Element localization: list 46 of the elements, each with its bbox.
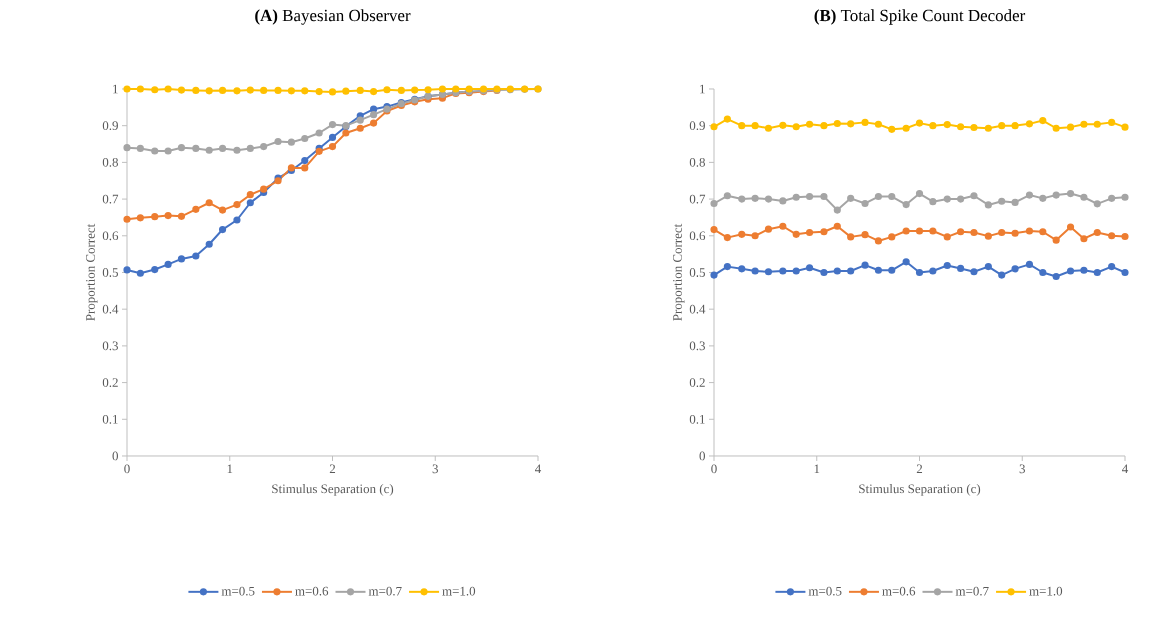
y-tick-label: 0.7 [689,194,706,204]
x-tick-label: 0 [124,464,130,474]
y-tick-label: 0.9 [102,121,118,131]
x-tick-label: 3 [1019,464,1025,474]
x-tick-label: 1 [814,464,820,474]
legend-label: m=1.0 [1029,586,1063,596]
y-tick-label: 0.3 [689,341,705,351]
chart-title: (B) Total Spike Count Decoder [814,9,1026,25]
x-tick-label: 2 [916,464,923,474]
y-tick-label: 0 [699,451,705,461]
y-tick-label: 0.8 [102,157,118,167]
legend-label: m=0.5 [221,586,255,596]
y-tick-label: 0.9 [689,121,705,131]
y-axis-title: Proportion Correct [673,223,685,321]
y-tick-label: 0.7 [102,194,119,204]
x-axis-title: Stimulus Separation (c) [859,484,981,496]
legend-label: m=0.7 [955,586,989,596]
y-tick-label: 0.4 [102,304,119,314]
y-tick-label: 0.5 [102,268,118,277]
y-tick-label: 0 [112,451,118,461]
legend-label: m=0.6 [882,586,916,596]
y-tick-label: 0.1 [102,414,118,424]
x-tick-label: 4 [1122,464,1129,474]
legend-label: m=1.0 [442,586,476,596]
y-tick-label: 0.6 [689,231,706,241]
x-tick-label: 3 [432,464,438,474]
y-tick-label: 0.5 [689,268,705,277]
x-axis-title: Stimulus Separation (c) [272,484,394,496]
legend-label: m=0.6 [295,586,329,596]
y-tick-label: 0.1 [689,414,705,424]
x-tick-label: 1 [227,464,233,474]
legend-label: m=0.7 [368,586,402,596]
y-tick-label: 0.2 [689,378,705,387]
legend-label: m=0.5 [808,586,842,596]
y-tick-label: 0.8 [689,157,705,167]
chart-title: (A) Bayesian Observer [255,9,411,25]
y-tick-label: 0.3 [102,341,118,351]
y-tick-label: 0.6 [102,231,119,241]
y-tick-label: 1 [113,84,118,94]
y-axis-title: Proportion Correct [86,223,98,321]
x-tick-label: 2 [329,464,336,474]
x-tick-label: 4 [535,464,542,474]
y-tick-label: 0.2 [102,378,118,387]
y-tick-label: 0.4 [689,304,706,314]
y-tick-label: 1 [700,84,705,94]
x-tick-label: 0 [711,464,717,474]
